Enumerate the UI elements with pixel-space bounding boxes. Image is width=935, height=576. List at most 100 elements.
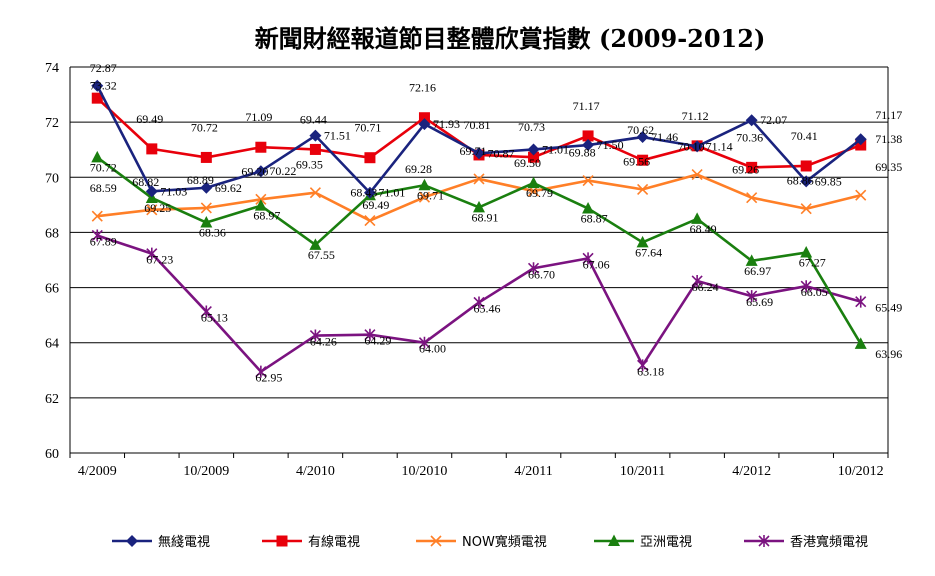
data-point-x [200, 202, 212, 214]
data-label: 70.71 [354, 121, 381, 135]
data-label: 67.23 [146, 253, 173, 267]
data-label: 69.50 [514, 156, 541, 170]
data-label: 68.59 [90, 181, 117, 195]
data-label: 68.82 [132, 175, 159, 189]
data-point-star [527, 262, 540, 275]
data-label: 70.36 [736, 130, 763, 144]
data-label: 65.46 [474, 301, 501, 315]
data-label: 69.85 [815, 174, 842, 188]
data-point-x [691, 168, 703, 181]
data-point-square [255, 141, 267, 153]
data-label: 70.22 [269, 164, 296, 178]
data-point-x [430, 535, 442, 547]
data-label: 64.26 [310, 335, 337, 349]
data-point-square [637, 154, 649, 166]
data-label: 71.50 [597, 138, 624, 152]
data-label: 68.36 [199, 226, 226, 240]
data-label: 67.27 [799, 256, 826, 270]
y-tick-label: 74 [45, 61, 59, 76]
grid [70, 66, 888, 454]
data-point-diamond [800, 175, 813, 188]
data-label: 65.13 [201, 311, 228, 325]
data-point-square [309, 143, 321, 155]
data-point-triangle [418, 178, 431, 191]
data-label: 67.89 [90, 234, 117, 248]
data-point-square [582, 130, 594, 142]
data-point-x [582, 175, 594, 187]
data-label: 70.62 [627, 123, 654, 137]
data-point-diamond [527, 143, 540, 156]
data-label: 71.01 [542, 142, 569, 156]
data-point-star [255, 365, 267, 378]
y-tick-label: 66 [45, 282, 59, 297]
data-point-star [582, 252, 594, 265]
data-label: 69.20 [241, 164, 268, 178]
data-point-star [364, 328, 376, 341]
data-point-triangle [800, 246, 813, 258]
data-label: 71.14 [706, 139, 733, 153]
series [91, 79, 867, 378]
data-point-star [309, 329, 321, 342]
data-point-x [473, 173, 485, 185]
data-point-star [200, 305, 212, 318]
data-point-diamond [636, 131, 649, 144]
data-label: 69.28 [405, 162, 432, 176]
data-label: 69.49 [136, 112, 163, 126]
data-point-triangle [636, 235, 649, 248]
data-label: 69.44 [300, 112, 327, 126]
data-point-x [418, 191, 431, 203]
data-point-triangle [200, 216, 213, 228]
data-point-star [758, 535, 770, 547]
data-label: 68.86 [787, 174, 814, 188]
data-label: 71.01 [378, 186, 405, 200]
data-label: 71.93 [433, 117, 460, 131]
data-label: 67.64 [635, 245, 662, 259]
data-label: 69.26 [732, 163, 759, 177]
legend: 無綫電視 有線電視 NOW寬頻電視 亞洲電視 香港寬頻電視 [112, 534, 868, 550]
data-point-triangle [473, 200, 485, 213]
data-label: 65.49 [875, 301, 902, 315]
legend-label: 有線電視 [308, 534, 360, 550]
data-point-triangle [608, 534, 620, 546]
data-label: 70.73 [518, 120, 545, 134]
data-point-diamond [418, 118, 431, 131]
legend-label: 香港寬頻電視 [790, 534, 868, 550]
data-label: 63.96 [875, 347, 902, 361]
x-tick-label: 10/2011 [620, 464, 665, 479]
data-label: 66.97 [744, 264, 771, 278]
data-label: 68.97 [253, 209, 280, 223]
data-label: 65.69 [746, 295, 773, 309]
data-point-star [746, 290, 758, 303]
data-label: 69.25 [144, 201, 171, 215]
data-point-triangle [91, 150, 104, 163]
data-point-diamond [145, 185, 158, 198]
data-label: 68.89 [187, 173, 214, 187]
data-label: 69.35 [296, 158, 323, 172]
data-label: 69.71 [417, 188, 444, 202]
data-label: 70.81 [464, 118, 491, 132]
data-label: 71.38 [875, 132, 902, 146]
y-tick-label: 70 [45, 171, 59, 186]
data-label: 68.91 [472, 210, 499, 224]
x-tick-label: 4/2012 [732, 464, 771, 479]
data-label: 72.87 [90, 61, 117, 75]
data-point-triangle [691, 212, 704, 224]
data-label: 63.18 [637, 364, 664, 378]
data-point-square [528, 151, 540, 163]
data-point-square [800, 160, 812, 172]
data-label: 62.95 [255, 371, 282, 385]
data-point-star [800, 280, 812, 293]
data-label: 67.06 [583, 257, 610, 271]
data-label: 71.17 [573, 99, 600, 113]
data-label: 64.29 [364, 334, 391, 348]
data-label: 69.56 [623, 154, 650, 168]
y-tick-label: 64 [45, 337, 59, 352]
data-label: 71.12 [682, 109, 709, 123]
data-point-x [637, 183, 649, 195]
data-point-diamond [91, 79, 104, 92]
data-point-x [364, 215, 376, 227]
data-label: 71.17 [875, 108, 902, 122]
data-label: 72.16 [409, 81, 436, 95]
x-tick-label: 4/2011 [514, 464, 552, 479]
